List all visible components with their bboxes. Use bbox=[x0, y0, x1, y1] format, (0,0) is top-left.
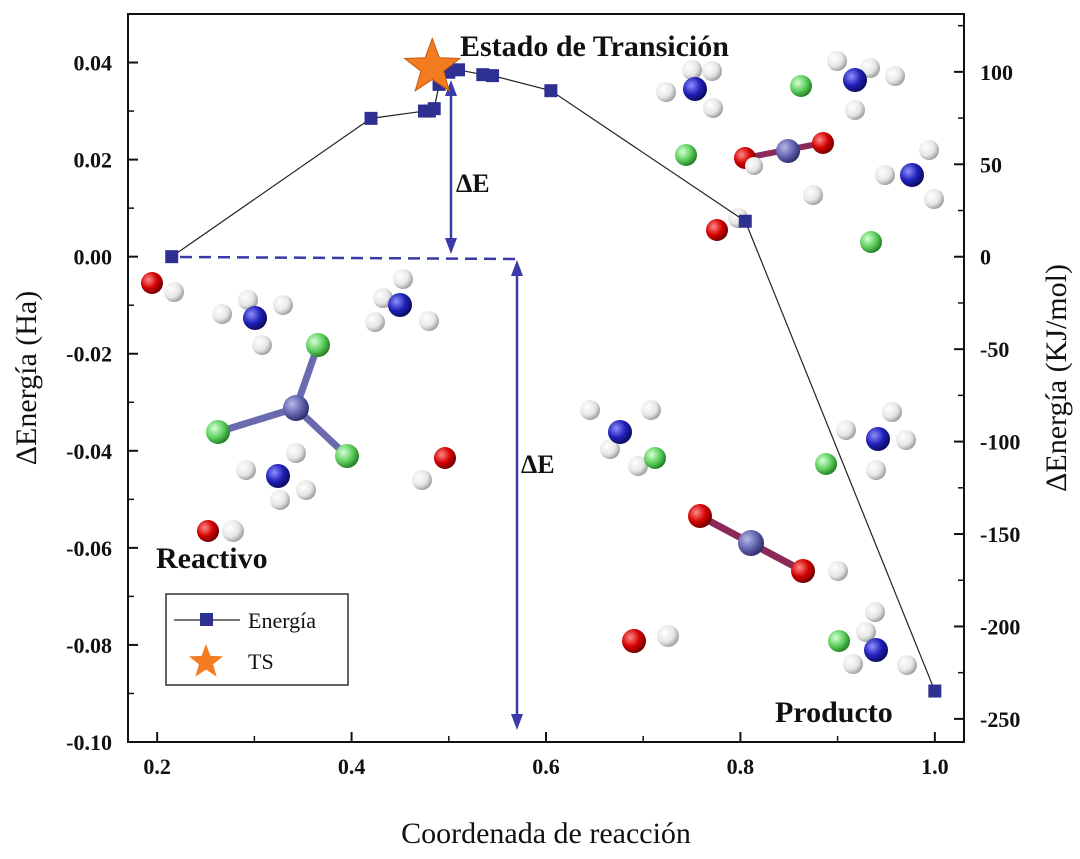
y-axis-title-right: ΔEnergía (KJ/mol) bbox=[1040, 264, 1073, 492]
molecule-illustrations bbox=[141, 51, 944, 675]
x-tick-label: 0.8 bbox=[727, 754, 755, 779]
energy-point bbox=[486, 69, 500, 83]
y-tick-label: -0.04 bbox=[66, 439, 112, 464]
y-right-tick-label: -250 bbox=[980, 707, 1020, 732]
delta-arrow-large bbox=[511, 260, 523, 730]
x-tick-label: 0.4 bbox=[338, 754, 366, 779]
energy-point bbox=[452, 63, 466, 77]
y-axis-title-left: ΔEnergía (Ha) bbox=[10, 291, 43, 466]
legend-ts-label: TS bbox=[248, 649, 274, 674]
y-tick-label: 0.04 bbox=[74, 51, 113, 76]
data-markers bbox=[165, 63, 942, 698]
legend-energia-marker bbox=[200, 613, 213, 626]
y-tick-label: -0.10 bbox=[66, 730, 112, 755]
energy-point bbox=[738, 214, 752, 228]
reference-dashed-line bbox=[179, 255, 518, 261]
delta-arrow-small bbox=[445, 80, 457, 254]
y-right-tick-label: 0 bbox=[980, 245, 991, 270]
delta-e-label-large: ΔE bbox=[521, 450, 555, 479]
y-tick-label: -0.06 bbox=[66, 536, 112, 561]
y-tick-label: 0.00 bbox=[74, 245, 113, 270]
legend-ts-marker bbox=[188, 644, 224, 677]
delta-e-label-small: ΔE bbox=[456, 169, 490, 198]
y-right-tick-label: -150 bbox=[980, 522, 1020, 547]
x-tick-label: 0.6 bbox=[532, 754, 560, 779]
y-tick-label: -0.08 bbox=[66, 633, 112, 658]
y-right-tick-label: -50 bbox=[980, 337, 1009, 362]
energy-point bbox=[364, 111, 378, 125]
energy-point bbox=[427, 102, 441, 116]
transition-state-label: Estado de Transición bbox=[460, 30, 729, 63]
product-label: Producto bbox=[775, 696, 893, 729]
axis-ticks: 0.2 0.4 0.6 0.8 1.0 -0.10 -0.08 -0.06 -0.04 -0.02… bbox=[66, 24, 1020, 779]
y-right-tick-label: -100 bbox=[980, 430, 1020, 455]
y-right-tick-label: 100 bbox=[980, 60, 1013, 85]
y-right-tick-label: 50 bbox=[980, 152, 1002, 177]
x-tick-label: 0.2 bbox=[143, 754, 171, 779]
ts-star-marker bbox=[403, 36, 462, 92]
energy-point bbox=[165, 250, 179, 264]
x-axis-title: Coordenada de reacción bbox=[401, 817, 691, 850]
reactant-label: Reactivo bbox=[156, 542, 268, 575]
energy-point bbox=[544, 84, 558, 98]
y-tick-label: -0.02 bbox=[66, 342, 112, 367]
y-right-tick-label: -200 bbox=[980, 614, 1020, 639]
x-tick-label: 1.0 bbox=[921, 754, 949, 779]
legend-energia-label: Energía bbox=[248, 608, 316, 633]
y-tick-label: 0.02 bbox=[74, 148, 113, 173]
legend: Energía TS bbox=[165, 593, 349, 686]
energy-point bbox=[928, 684, 942, 698]
